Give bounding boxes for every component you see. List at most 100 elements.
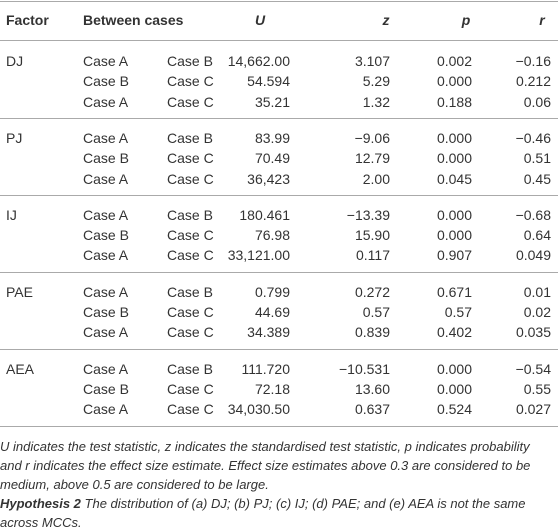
table-cell: 5.29 xyxy=(362,73,390,90)
table-cell: Case C xyxy=(167,93,214,110)
table-cell: Case B xyxy=(167,129,213,146)
hypothesis-label: Hypothesis 2 xyxy=(0,496,81,511)
table-cell: 0.000 xyxy=(436,206,472,223)
table-cell: 111.720 xyxy=(241,360,290,377)
table-cell: 2.00 xyxy=(362,170,390,187)
table-cell: 0.55 xyxy=(523,380,551,397)
table-cell: 0.01 xyxy=(523,283,551,300)
table-cell: 0.02 xyxy=(523,304,551,320)
table-cell: 0.402 xyxy=(436,324,472,341)
hypothesis: Hypothesis 2 The distribution of (a) DJ;… xyxy=(0,494,552,532)
table-cell: 0.524 xyxy=(436,401,472,418)
table-cell: 0.57 xyxy=(362,304,390,320)
table-cell: Case C xyxy=(167,304,214,320)
header-cell: p xyxy=(461,12,471,28)
table-cell: Case A xyxy=(83,324,129,341)
rule xyxy=(0,349,558,350)
table-cell: −0.46 xyxy=(515,129,551,146)
table-cell: 0.000 xyxy=(436,380,472,397)
table-cell: Case A xyxy=(83,206,129,223)
factor: AEA xyxy=(6,360,35,377)
table-cell: Case B xyxy=(167,53,213,69)
table-cell: 13.60 xyxy=(354,380,390,397)
rule xyxy=(0,272,558,273)
table-cell: Case B xyxy=(83,227,129,244)
table-cell: 0.671 xyxy=(436,283,472,300)
table-cell: 0.049 xyxy=(515,247,551,264)
table-cell: Case B xyxy=(83,304,129,320)
rule xyxy=(0,40,558,41)
table-cell: 0.045 xyxy=(436,170,472,187)
table-cell: 0.027 xyxy=(515,401,551,418)
header-cell: Factor xyxy=(6,12,49,28)
header-cell: r xyxy=(539,12,545,28)
table-cell: 0.51 xyxy=(523,150,551,167)
table-cell: 0.000 xyxy=(436,360,472,377)
table-cell: Case B xyxy=(83,73,129,90)
table-cell: Case A xyxy=(83,401,129,418)
table-cell: Case C xyxy=(167,324,214,341)
table-cell: Case A xyxy=(83,360,129,377)
rule xyxy=(0,118,558,119)
table-cell: Case C xyxy=(167,380,214,397)
table-cell: 34.389 xyxy=(247,324,290,341)
table-cell: 0.000 xyxy=(436,227,472,244)
table-cell: Case B xyxy=(83,150,129,167)
table-cell: 54.594 xyxy=(247,73,290,90)
table-cell: −0.68 xyxy=(515,206,551,223)
table-cell: 0.637 xyxy=(354,401,390,418)
table-cell: 0.000 xyxy=(436,129,472,146)
factor: PAE xyxy=(6,283,33,300)
table-note: U indicates the test statistic, z indica… xyxy=(0,439,531,492)
table-cell: 0.45 xyxy=(523,170,551,187)
table-cell: Case C xyxy=(167,73,214,90)
header-cell: U xyxy=(254,12,266,28)
table-cell: 35.21 xyxy=(254,93,290,110)
table-cell: Case A xyxy=(83,93,129,110)
table-cell: 0.839 xyxy=(354,324,390,341)
table-cell: Case A xyxy=(83,53,129,69)
table-cell: 0.06 xyxy=(523,93,551,110)
table-cell: 12.79 xyxy=(354,150,390,167)
table-cell: −13.39 xyxy=(346,206,390,223)
header-cell: Between cases xyxy=(83,12,184,28)
table-cell: 33,121.00 xyxy=(227,247,290,264)
table-cell: 0.907 xyxy=(436,247,472,264)
table-cell: −9.06 xyxy=(354,129,390,146)
table-cell: 0.117 xyxy=(356,247,390,264)
table-cell: Case C xyxy=(167,247,214,264)
table-cell: 36,423 xyxy=(247,170,290,187)
table-cell: 0.188 xyxy=(436,93,472,110)
table-cell: 72.18 xyxy=(254,380,290,397)
rule xyxy=(0,195,558,196)
table-cell: 0.272 xyxy=(354,283,390,300)
table-cell: Case B xyxy=(83,380,129,397)
table-cell: Case A xyxy=(83,283,129,300)
table-cell: Case B xyxy=(167,283,213,300)
table-cell: 180.461 xyxy=(239,206,290,223)
table-cell: Case B xyxy=(167,206,213,223)
table-cell: 83.99 xyxy=(254,129,290,146)
table-cell: Case A xyxy=(83,129,129,146)
table-cell: 34,030.50 xyxy=(227,401,290,418)
table-cell: 1.32 xyxy=(362,93,390,110)
table-cell: −10.531 xyxy=(339,360,390,377)
table-cell: Case B xyxy=(167,360,213,377)
table-cell: −0.16 xyxy=(515,53,551,69)
factor: IJ xyxy=(6,206,17,223)
table-cell: 76.98 xyxy=(254,227,290,244)
table-cell: 70.49 xyxy=(254,150,290,167)
table-cell: 0.000 xyxy=(436,73,472,90)
table-cell: 14,662.00 xyxy=(227,53,290,69)
table-cell: 0.000 xyxy=(436,150,472,167)
table-cell: 15.90 xyxy=(354,227,390,244)
table-cell: 0.002 xyxy=(436,53,472,69)
factor: DJ xyxy=(6,53,24,69)
table-cell: 0.64 xyxy=(523,227,551,244)
rule xyxy=(0,1,558,2)
table-cell: Case C xyxy=(167,227,214,244)
hypothesis-text: The distribution of (a) DJ; (b) PJ; (c) … xyxy=(0,496,526,530)
table-cell: 0.799 xyxy=(254,283,290,300)
factor: PJ xyxy=(6,129,23,146)
